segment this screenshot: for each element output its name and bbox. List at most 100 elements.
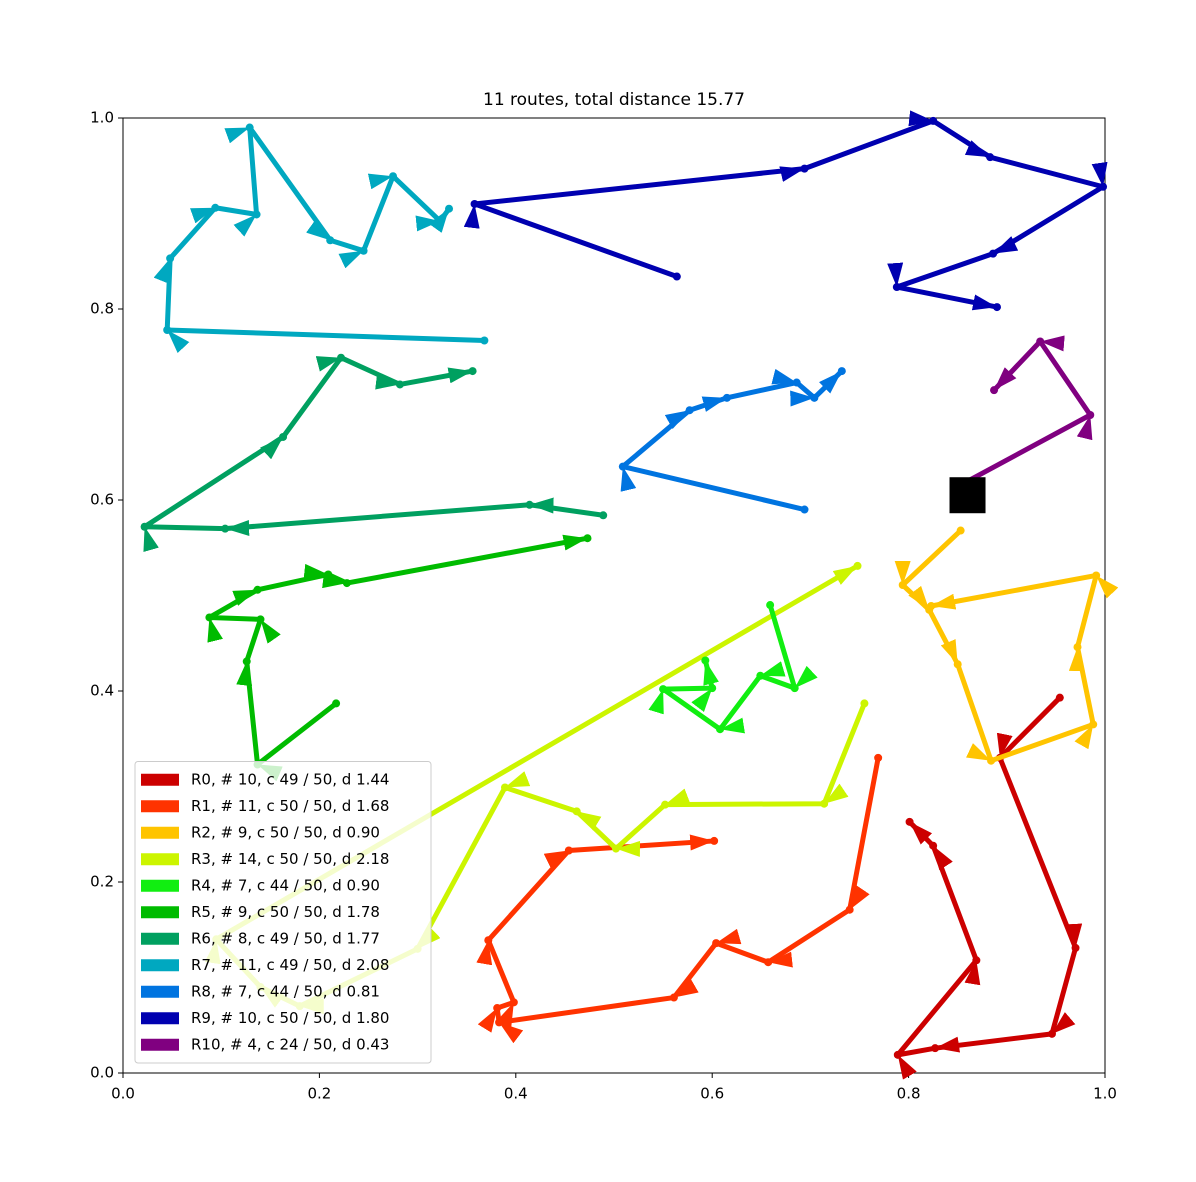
route-stop — [599, 511, 608, 520]
route-stop — [618, 462, 627, 471]
y-tick-label: 0.0 — [90, 1064, 114, 1082]
route-stop — [470, 199, 479, 208]
route-stop — [583, 534, 592, 543]
route-stop — [337, 353, 346, 362]
x-tick-label: 0.2 — [307, 1085, 331, 1103]
route-stop — [929, 841, 938, 850]
legend-label: R3, # 14, c 50 / 50, d 2.18 — [191, 850, 389, 868]
route-line — [620, 368, 844, 512]
legend-swatch — [141, 1038, 179, 1051]
route-stop — [722, 393, 731, 402]
route-stop — [256, 615, 265, 624]
route-stop — [279, 432, 288, 441]
route-stop — [905, 817, 914, 826]
route-stop — [1055, 693, 1064, 702]
route-stop — [956, 526, 965, 535]
y-tick-label: 1.0 — [90, 109, 114, 127]
legend-label: R1, # 11, c 50 / 50, d 1.68 — [191, 797, 389, 815]
chart-title: 11 routes, total distance 15.77 — [483, 90, 745, 110]
route-stop — [800, 164, 809, 173]
route-stop — [800, 505, 809, 514]
route-stop — [874, 753, 883, 762]
route-stop — [898, 580, 907, 589]
route-stop — [1047, 1029, 1056, 1038]
route-line — [206, 534, 588, 782]
y-tick-label: 0.6 — [90, 491, 114, 509]
route-stop — [166, 254, 175, 263]
legend-swatch — [141, 932, 179, 945]
route-stop — [953, 660, 962, 669]
route-stop — [756, 671, 765, 680]
route-stop — [972, 956, 981, 965]
route-stop — [853, 561, 862, 570]
route-stop — [326, 236, 335, 245]
route-stop — [252, 210, 261, 219]
route-line — [463, 110, 1108, 311]
legend-swatch — [141, 773, 179, 786]
legend-label: R5, # 9, c 50 / 50, d 1.78 — [191, 903, 380, 921]
x-tick-label: 0.4 — [504, 1085, 528, 1103]
route-stop — [1071, 943, 1080, 952]
route-stop — [1099, 182, 1108, 191]
route-stop — [395, 380, 404, 389]
route-stop — [892, 283, 901, 292]
route-stop — [1036, 337, 1045, 346]
route-stop — [242, 657, 251, 666]
route-stop — [792, 378, 801, 387]
legend-swatch — [141, 1012, 179, 1025]
route-stop — [716, 725, 725, 734]
legend-label: R4, # 7, c 44 / 50, d 0.90 — [191, 876, 380, 894]
route-stop — [1092, 571, 1101, 580]
route-stop — [986, 153, 995, 162]
route-stop — [484, 936, 493, 945]
depot — [949, 477, 986, 514]
route-stop — [992, 303, 1001, 312]
route-line — [153, 125, 485, 354]
legend-label: R7, # 11, c 49 / 50, d 2.08 — [191, 956, 389, 974]
legend-label: R0, # 10, c 49 / 50, d 1.44 — [191, 770, 389, 788]
route-stop — [332, 699, 341, 708]
legend-swatch — [141, 826, 179, 839]
route-stop — [1089, 720, 1098, 729]
legend-box — [134, 761, 432, 1064]
route-stop — [708, 684, 717, 693]
route-stop — [837, 367, 846, 376]
route-stop — [359, 246, 368, 255]
route-stop — [140, 522, 149, 531]
route-stop — [931, 1044, 940, 1053]
legend-swatch — [141, 959, 179, 972]
route-stop — [790, 684, 799, 693]
route-stop — [509, 998, 518, 1007]
route-line — [894, 528, 1119, 764]
route-stop — [445, 204, 454, 213]
legend-swatch — [141, 985, 179, 998]
route-stop — [764, 958, 773, 967]
y-tick-label: 0.4 — [90, 682, 114, 700]
route-stop — [211, 203, 220, 212]
route-stop — [927, 602, 936, 611]
x-tick-label: 1.0 — [1093, 1085, 1117, 1103]
legend-label: R6, # 8, c 49 / 50, d 1.77 — [191, 929, 380, 947]
route-stop — [860, 699, 869, 708]
route-stop — [929, 116, 938, 125]
legend-swatch — [141, 879, 179, 892]
legend-label: R9, # 10, c 50 / 50, d 1.80 — [191, 1009, 389, 1027]
route-stop — [766, 601, 775, 610]
route-stop — [572, 807, 581, 816]
route-stop — [205, 613, 214, 622]
route-stop — [701, 656, 710, 665]
route-stop — [564, 846, 573, 855]
legend-label: R2, # 9, c 50 / 50, d 0.90 — [191, 823, 380, 841]
route-stop — [710, 836, 719, 845]
legend-label: R8, # 7, c 44 / 50, d 0.81 — [191, 982, 380, 1000]
x-tick-label: 0.6 — [700, 1085, 724, 1103]
route-stop — [163, 326, 172, 335]
route-stop — [989, 249, 998, 258]
route-line — [142, 355, 604, 553]
route-stop — [324, 570, 333, 579]
route-stop — [468, 367, 477, 376]
route-stop — [495, 1018, 504, 1027]
route-stop — [987, 756, 996, 765]
route-stop — [1086, 411, 1095, 420]
